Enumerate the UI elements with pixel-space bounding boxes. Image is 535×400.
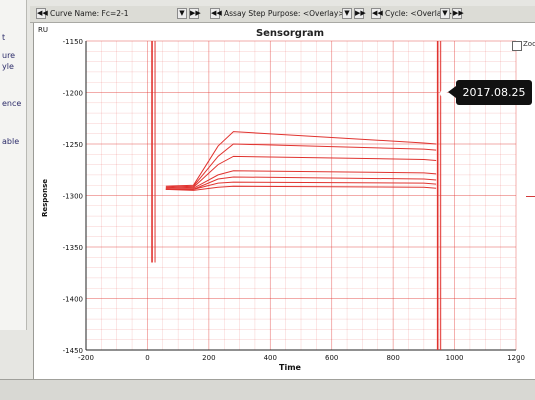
series-line [165,185,437,191]
x-tick-label: 1000 [446,354,464,362]
assay-step-label: Assay Step Purpose: <Overlay> [224,9,345,18]
cycle-dropdown-button[interactable]: ▼ [440,8,450,19]
right-arrow-icon: ▶▶ [355,9,366,17]
y-axis-label: Response [41,179,49,217]
y-tick-label: -1450 [63,347,83,355]
curve-toolbar: ◀◀ Curve Name: Fc=2-1 ▼ ▶▶ ◀◀ Assay Step… [30,6,535,23]
x-tick-label: 400 [264,354,277,362]
sensorgram-chart[interactable]: Sensorgram RU Response Time s -200 0 200 40… [34,23,535,379]
y-tick-label: -1200 [63,90,83,98]
curve-dropdown-button[interactable]: ▼ [177,8,187,19]
prev-cycle-button[interactable]: ◀◀ [371,8,383,19]
sidebar-fragment: ence [2,99,22,108]
prev-curve-button[interactable]: ◀◀ [36,8,48,19]
y-tick-label: -1350 [63,244,83,252]
x-tick-label: 200 [202,354,215,362]
series-line [165,143,437,188]
zoom-label: Zoom [523,40,535,48]
sidebar-fragment: ure [2,51,16,60]
series-line [165,131,437,187]
curve-name-label: Curve Name: Fc=2-1 [50,9,129,18]
sidebar-fragment: yle [2,62,14,71]
date-tooltip: 2017.08.25 [448,80,532,105]
x-tick-label: -200 [78,354,94,362]
next-curve-button[interactable]: ▶▶ [189,8,201,19]
chevron-down-icon: ▼ [344,9,350,17]
y-unit-label: RU [38,26,48,34]
series-line [165,170,437,189]
x-tick-label: 800 [386,354,399,362]
prev-assay-step-button[interactable]: ◀◀ [210,8,222,19]
series-line [165,181,437,190]
bottom-panel [0,379,535,400]
right-arrow-icon: ▶▶ [453,9,464,17]
y-tick-label: -1300 [63,193,83,201]
zoom-checkbox[interactable] [512,41,522,51]
chart-title: Sensorgram [256,28,324,39]
cycle-label: Cycle: <Overlay> [385,9,453,18]
sensorgram-plot-window: Sensorgram RU Response Time s -200 0 200 40… [33,23,535,379]
series-line [165,155,437,189]
tooltip-marker [440,90,447,97]
x-tick-label: 600 [325,354,338,362]
chevron-down-icon: ▼ [179,9,185,17]
x-axis-label: Time [279,363,302,372]
double-left-arrow-icon: ◀◀ [37,9,48,17]
x-tick-label: 1200 [507,354,525,362]
x-tick-label: 0 [145,354,149,362]
right-arrow-icon: ▶▶ [190,9,201,17]
sidebar-fragment: t [2,33,6,42]
next-cycle-button[interactable]: ▶▶ [452,8,464,19]
sidebar-fragment: able [2,137,20,146]
offscreen-line-fragment [526,196,535,197]
y-tick-label: -1250 [63,141,83,149]
assay-step-dropdown-button[interactable]: ▼ [342,8,352,19]
y-tick-label: -1400 [63,296,83,304]
next-assay-step-button[interactable]: ▶▶ [354,8,366,19]
left-side-panel: t ure yle ence able [0,0,27,330]
double-left-arrow-icon: ◀◀ [372,9,383,17]
chevron-down-icon: ▼ [442,9,448,17]
double-left-arrow-icon: ◀◀ [211,9,222,17]
y-tick-label: -1150 [63,38,83,46]
x-unit-label: s [517,358,520,365]
